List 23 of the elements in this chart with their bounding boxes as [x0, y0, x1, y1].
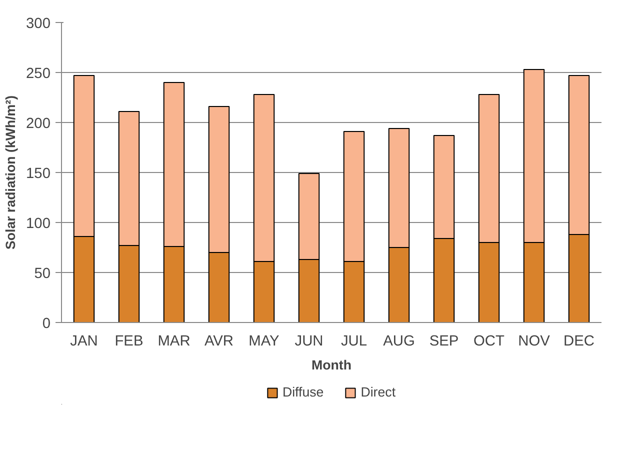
- y-tick-label: 150: [26, 166, 51, 182]
- x-tick-label: OCT: [474, 334, 505, 350]
- x-tick-label: SEP: [429, 334, 459, 350]
- x-tick-label: AVR: [204, 334, 234, 350]
- legend-label: Diffuse: [282, 384, 324, 400]
- legend-label: Direct: [360, 384, 396, 400]
- x-tick-label: JUL: [340, 334, 368, 350]
- x-tick-label: JUN: [294, 334, 324, 350]
- y-tick-label: 300: [26, 16, 51, 32]
- y-tick-label: 50: [34, 266, 51, 282]
- x-axis-title: Month: [312, 358, 352, 372]
- x-tick-label: JAN: [70, 334, 98, 350]
- y-tick-label: 200: [26, 116, 51, 132]
- y-axis-title: Solar radiation (kWh/m²): [3, 95, 18, 250]
- y-tick-label: 250: [26, 66, 51, 82]
- x-tick-label: AUG: [383, 334, 415, 350]
- x-tick-label: MAR: [158, 334, 190, 350]
- x-tick-label: MAY: [248, 334, 280, 350]
- x-tick-label: FEB: [114, 334, 144, 350]
- y-tick-label: 100: [26, 216, 51, 232]
- x-tick-label: DEC: [564, 334, 595, 350]
- x-tick-label: NOV: [518, 334, 550, 350]
- y-tick-label: 0: [42, 316, 51, 332]
